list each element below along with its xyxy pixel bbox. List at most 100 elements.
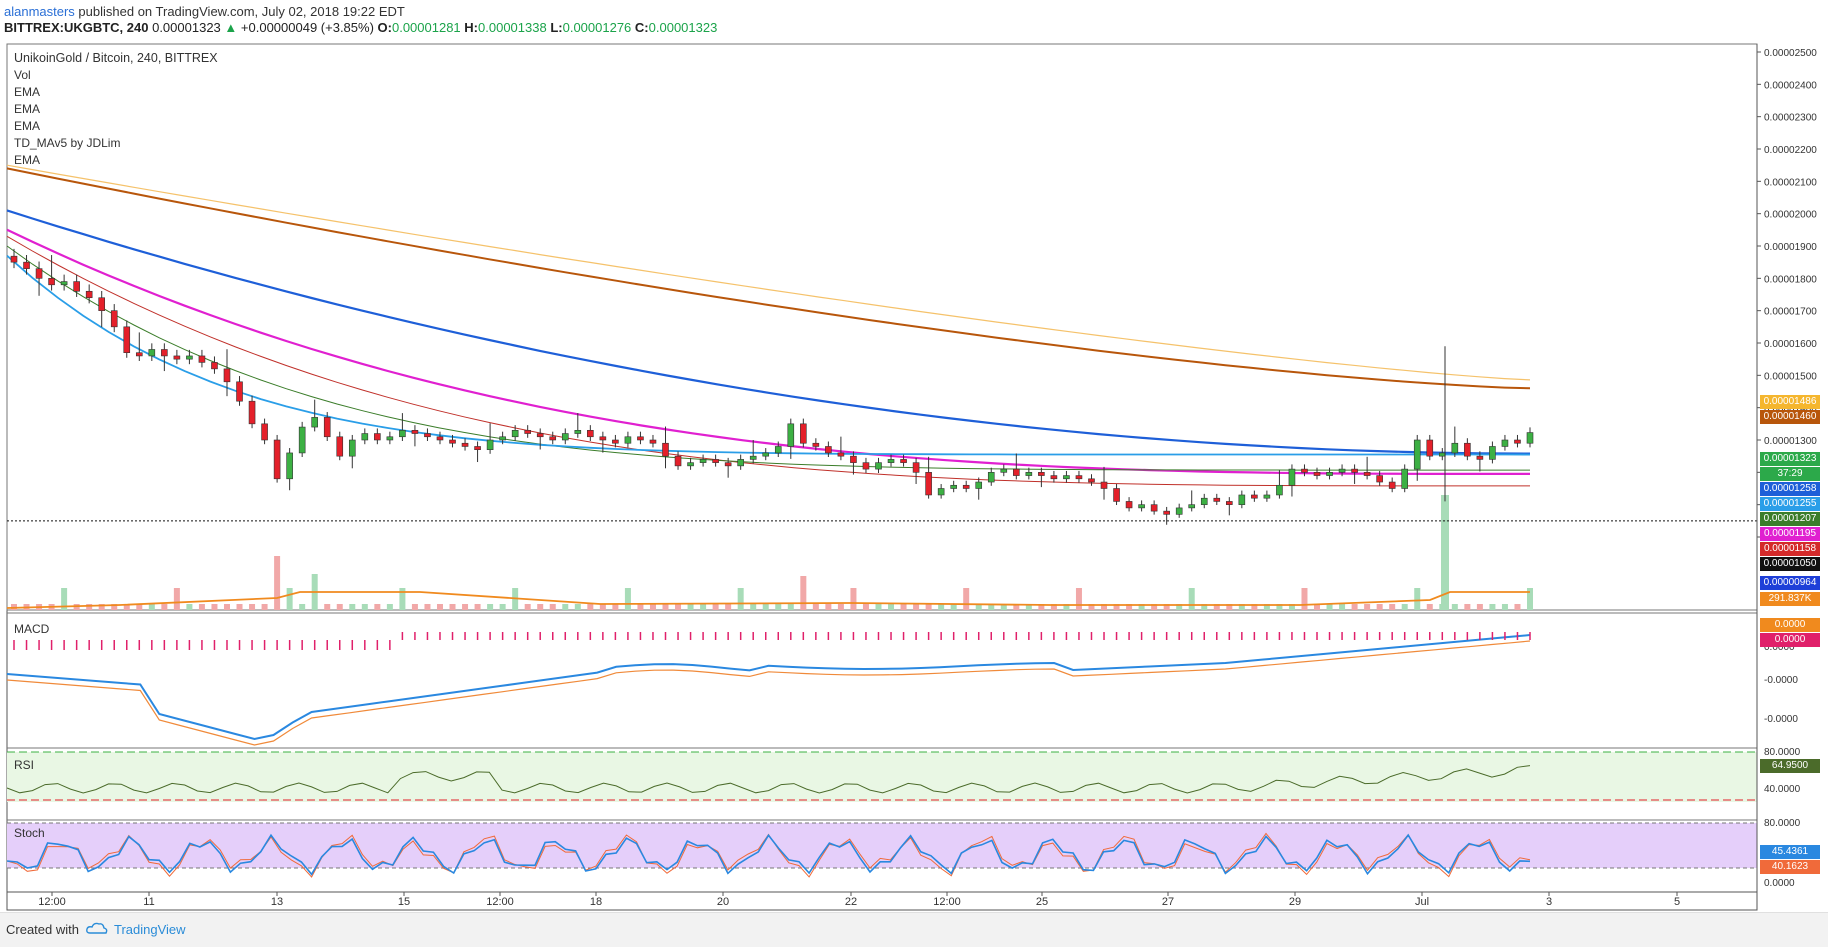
price-tick-label: 0.00002400: [1764, 80, 1817, 91]
price-tag: 0.00001158: [1760, 542, 1820, 556]
legend-ema-1[interactable]: EMA: [14, 85, 41, 99]
candle-body: [148, 349, 156, 357]
price-tag: 0.00001323: [1760, 452, 1820, 466]
volume-bar: [487, 604, 494, 610]
candle-body: [1150, 504, 1158, 512]
macd-label[interactable]: MACD: [14, 622, 50, 636]
candle-body: [875, 462, 882, 470]
candle-body: [173, 355, 181, 360]
volume-bar: [474, 604, 481, 610]
volume-bar: [1113, 604, 1120, 610]
candle-body: [48, 278, 55, 286]
volume-bar: [925, 604, 932, 610]
last-price: 0.00001323: [152, 20, 221, 35]
volume-bar: [587, 604, 594, 610]
author-link[interactable]: alanmasters: [4, 4, 75, 19]
oscillator-tag: 45.4361: [1760, 845, 1820, 859]
volume-bar: [1201, 604, 1208, 610]
volume-bar: [361, 604, 368, 610]
footer: Created with TradingView: [0, 912, 1828, 947]
time-tick-label: 15: [398, 896, 410, 908]
volume-bar: [374, 604, 381, 610]
volume-bar: [562, 604, 569, 610]
candle-body: [1238, 494, 1246, 505]
candle-body: [98, 297, 106, 311]
volume-bar: [436, 604, 443, 610]
candle-body: [1313, 472, 1321, 476]
price-tag: 0.00001207: [1760, 512, 1820, 526]
candle-body: [1438, 452, 1446, 457]
volume-bar: [1489, 604, 1496, 610]
price-tick-label: 0.00001300: [1764, 436, 1817, 447]
candle-body: [311, 417, 318, 428]
volume-bar: [1514, 604, 1521, 610]
candle-body: [1025, 472, 1033, 476]
tradingview-brand[interactable]: TradingView: [114, 922, 186, 937]
price-tag: 0.00001195: [1760, 527, 1820, 541]
price-tick-label: 0.00002100: [1764, 177, 1817, 188]
legend-ema-3[interactable]: EMA: [14, 119, 41, 133]
candle-body: [1175, 507, 1183, 515]
candle-body: [1113, 488, 1120, 502]
volume-bar: [1426, 604, 1433, 610]
time-axis[interactable]: 12:00 11 13 15 12:00 18 20 22 12:00 25 27 29 Jul 3 5: [7, 891, 1757, 908]
volume-bar: [725, 604, 732, 610]
created-with-text: Created with: [6, 922, 79, 937]
time-tick-label: 18: [590, 896, 602, 908]
volume-bar: [712, 604, 719, 610]
volume-bar: [913, 604, 920, 610]
volume-bar: [1063, 604, 1070, 610]
volume-bar: [1176, 604, 1183, 610]
candle-body: [73, 281, 80, 292]
volume-spike-bar: [1441, 495, 1449, 610]
volume-bar: [975, 604, 982, 610]
oscillator-tag: 0.0000: [1760, 633, 1820, 647]
legend-ema-4[interactable]: EMA: [14, 153, 41, 167]
candle-body: [1526, 432, 1534, 444]
high-value: 0.00001338: [478, 20, 547, 35]
stoch-k-line: [6, 833, 1531, 876]
macd-tick-label: -0.0000: [1764, 675, 1798, 686]
volume-bars: [6, 495, 1533, 610]
time-tick-label: 12:00: [933, 896, 961, 908]
candle-body: [386, 436, 394, 441]
rsi-tick-label: 40.0000: [1764, 784, 1801, 795]
candle-body: [23, 261, 30, 269]
candle-body: [123, 326, 131, 354]
candle-body: [1388, 481, 1396, 489]
volume-bar: [1414, 588, 1421, 610]
candle-body: [85, 290, 93, 299]
candle-body: [724, 462, 732, 467]
candle-body: [774, 446, 782, 454]
low-value: 0.00001276: [562, 20, 632, 35]
volume-bar: [700, 604, 707, 610]
legend-td-mav5[interactable]: TD_MAv5 by JDLim: [14, 136, 121, 150]
rsi-label[interactable]: RSI: [14, 758, 35, 772]
candle-body: [1376, 475, 1383, 483]
ema-100-line: [6, 209, 1531, 455]
volume-bar: [148, 604, 155, 610]
legend-ema-2[interactable]: EMA: [14, 102, 41, 116]
price-tick-label: 0.00001800: [1764, 274, 1817, 285]
chart-canvas[interactable]: 0.00002500 0.00002400 0.00002300 0.00002200…: [0, 0, 1828, 912]
candle-body: [1451, 442, 1459, 454]
volume-bar: [1527, 588, 1533, 610]
price-tick-label: 0.00002200: [1764, 145, 1817, 156]
price-tick-label: 0.00001500: [1764, 371, 1817, 382]
candle-body: [987, 472, 995, 483]
close-label: C:: [634, 20, 649, 35]
volume-bar: [1339, 604, 1346, 610]
candle-body: [511, 429, 519, 438]
volume-bar: [787, 604, 794, 610]
volume-bar: [286, 588, 293, 610]
candle-body: [361, 433, 369, 441]
legend-vol[interactable]: Vol: [14, 68, 31, 82]
candle-body: [1351, 468, 1358, 473]
volume-bar: [86, 604, 93, 610]
rsi-tick-label: 80.0000: [1764, 747, 1801, 758]
candle-body: [261, 423, 268, 441]
stoch-label[interactable]: Stoch: [14, 826, 45, 840]
open-label: O:: [377, 20, 392, 35]
volume-bar: [111, 604, 118, 610]
volume-bar: [537, 604, 544, 610]
